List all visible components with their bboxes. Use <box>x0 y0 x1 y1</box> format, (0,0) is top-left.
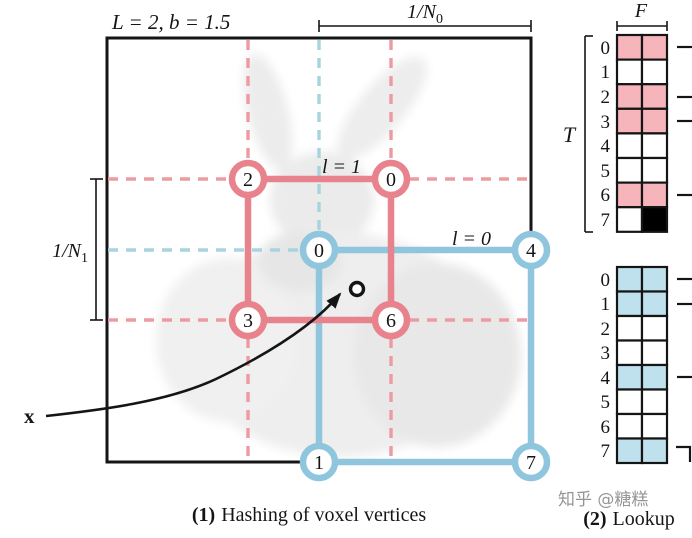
hash-cell <box>615 437 644 465</box>
row-label: 1 <box>601 294 611 315</box>
row-label: 0 <box>601 270 611 291</box>
row-label: 4 <box>601 136 611 157</box>
f-bracket <box>616 21 668 31</box>
hash-cell <box>615 412 644 440</box>
red-vertex-6: 6 <box>371 300 411 340</box>
row-label: 4 <box>601 368 611 389</box>
red-vertex-6-index: 6 <box>386 310 396 332</box>
hash-cell <box>640 58 669 86</box>
row-label: 2 <box>601 87 611 108</box>
n1-bracket <box>90 178 103 321</box>
hash-cell <box>615 181 644 209</box>
hash-cell <box>640 83 669 110</box>
hash-cell <box>640 339 669 367</box>
red-dashed-gridlines <box>108 40 529 461</box>
red-vertex-2-index: 2 <box>243 169 253 191</box>
row-label: 3 <box>601 343 611 364</box>
query-arrow <box>45 292 342 418</box>
hash-cell <box>640 181 669 209</box>
hash-cell <box>640 206 669 233</box>
row-label: 2 <box>601 319 611 340</box>
watermark: 知乎 @糖糕 <box>558 490 648 510</box>
hash-cell <box>640 388 669 416</box>
red-vertex-2: 2 <box>228 159 268 199</box>
blue-vertex-4-index: 4 <box>526 240 536 262</box>
blue-vertex-0-index: 0 <box>314 240 324 262</box>
f-label: F <box>634 0 648 22</box>
hash-cell <box>615 388 644 416</box>
hash-cell <box>640 33 669 61</box>
hash-cell <box>640 290 669 318</box>
query-point-icon <box>348 280 366 298</box>
row-label: 7 <box>601 441 611 462</box>
row-label: 5 <box>601 392 611 413</box>
hash-cell <box>640 363 669 391</box>
red-vertex-3: 3 <box>228 300 268 340</box>
n0-bracket <box>318 20 532 32</box>
panel1-caption: (1) Hashing of voxel vertices <box>192 504 426 526</box>
hash-table-red-connectors <box>677 45 692 197</box>
hash-cell <box>640 265 669 293</box>
blue-vertex-7: 7 <box>511 442 551 482</box>
hash-cell <box>640 314 669 342</box>
hash-table-red <box>615 33 669 233</box>
t-label: T <box>563 122 577 147</box>
level1-label: l = 1 <box>322 156 361 178</box>
hash-cell <box>615 265 644 293</box>
row-label: 0 <box>601 38 611 59</box>
blue-vertex-0: 0 <box>299 230 339 270</box>
blue-vertex-4: 4 <box>511 230 551 270</box>
blue-vertex-1: 1 <box>299 442 339 482</box>
row-label: 5 <box>601 161 611 182</box>
hash-cell <box>615 83 644 110</box>
row-label: 6 <box>601 417 611 438</box>
red-vertex-3-index: 3 <box>243 310 253 332</box>
n0-label: 1/N0 <box>407 1 443 27</box>
hash-cell <box>640 412 669 440</box>
hash-table-blue <box>615 265 669 465</box>
red-vertex-0: 0 <box>371 159 411 199</box>
red-vertex-0-index: 0 <box>386 169 396 191</box>
hash-cell <box>640 107 669 135</box>
hash-cell <box>640 437 669 465</box>
params-label: L = 2, b = 1.5 <box>111 10 230 34</box>
query-x-label: x <box>24 404 35 428</box>
red-grid-cell <box>244 175 395 324</box>
blue-vertex-7-index: 7 <box>526 452 536 474</box>
hash-cell <box>615 363 644 391</box>
row-label: 6 <box>601 185 611 206</box>
hash-cell <box>640 132 669 160</box>
hash-cell <box>640 156 669 184</box>
row-label: 3 <box>601 112 611 133</box>
hash-cell <box>615 58 644 86</box>
hash-cell <box>615 339 644 367</box>
level0-label: l = 0 <box>452 228 491 250</box>
hash-table-blue-connectors <box>676 277 692 462</box>
hash-cell <box>615 33 644 61</box>
row-label: 7 <box>601 210 611 231</box>
hash-cell <box>615 132 644 160</box>
t-bracket <box>584 35 593 233</box>
hash-table-blue-row-labels: 0 1 2 3 4 5 6 7 <box>601 270 611 462</box>
hash-table-red-row-labels: 0 1 2 3 4 5 6 7 <box>601 38 611 231</box>
hash-cell <box>615 156 644 184</box>
panel2-caption: (2) Lookup <box>583 508 675 530</box>
blue-grid-cell <box>315 246 535 466</box>
hash-cell <box>615 107 644 135</box>
hash-cell <box>615 290 644 318</box>
row-label: 1 <box>601 62 611 83</box>
hash-cell <box>615 206 644 233</box>
blue-vertex-1-index: 1 <box>314 452 324 474</box>
n1-label: 1/N1 <box>52 240 88 266</box>
hash-cell <box>615 314 644 342</box>
